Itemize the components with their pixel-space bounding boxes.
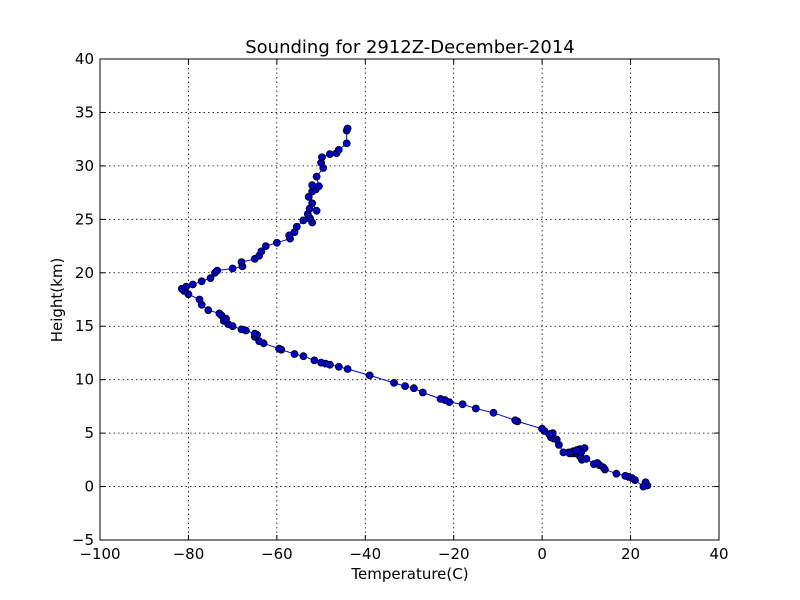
x-tick-label: −60 xyxy=(261,545,293,563)
y-tick-label: 15 xyxy=(75,317,94,335)
x-tick-label: −40 xyxy=(349,545,381,563)
data-point xyxy=(257,247,266,256)
data-point xyxy=(312,172,321,181)
y-tick-label: 20 xyxy=(75,264,94,282)
y-tick-label: 10 xyxy=(75,371,94,389)
data-point xyxy=(206,274,215,283)
data-point xyxy=(436,394,445,403)
y-axis-title: Height(km) xyxy=(48,258,66,343)
data-point xyxy=(511,416,520,425)
data-point xyxy=(318,153,326,162)
data-point xyxy=(409,384,418,393)
data-point xyxy=(237,258,246,267)
data-point xyxy=(290,350,299,358)
data-point xyxy=(299,216,308,225)
data-point xyxy=(559,448,568,457)
data-point xyxy=(489,408,498,417)
plot-frame xyxy=(99,58,720,541)
data-point xyxy=(215,309,224,318)
x-tick-label: −80 xyxy=(173,545,205,563)
x-tick-label: −100 xyxy=(79,545,120,563)
data-point xyxy=(639,482,648,491)
y-tick-label: 25 xyxy=(75,210,94,228)
y-tick-label: −5 xyxy=(72,531,94,549)
data-point xyxy=(188,280,197,289)
x-axis-title: Temperature(C) xyxy=(350,565,468,583)
y-tick-label: 40 xyxy=(75,50,94,68)
data-point xyxy=(275,344,284,353)
data-layer xyxy=(177,124,652,491)
data-point xyxy=(471,404,480,413)
data-point xyxy=(325,150,334,159)
data-point xyxy=(197,277,206,286)
data-point xyxy=(195,295,204,304)
data-point xyxy=(182,282,191,291)
data-point xyxy=(213,266,222,275)
data-point xyxy=(612,469,621,478)
x-tick-label: 20 xyxy=(621,545,640,563)
data-point xyxy=(261,242,270,251)
data-point xyxy=(365,371,374,380)
data-point xyxy=(334,145,343,154)
data-point xyxy=(312,206,321,215)
y-tick-label: 5 xyxy=(84,424,94,442)
data-point xyxy=(590,460,598,469)
data-point xyxy=(237,325,246,334)
data-point xyxy=(390,378,398,387)
chart-title: Sounding for 2912Z-December-2014 xyxy=(245,37,575,58)
data-point xyxy=(572,446,581,455)
x-tick-label: 0 xyxy=(537,545,547,563)
data-point xyxy=(621,471,630,480)
data-point xyxy=(314,182,323,191)
tick-layer: −100 −80 −60 −40 −20 0 20 40 −5 0 5 10 15 20 25 30 35 40 xyxy=(72,50,729,563)
data-point xyxy=(401,382,410,391)
data-point xyxy=(250,329,259,338)
data-point xyxy=(458,400,467,409)
y-tick-label: 35 xyxy=(75,103,94,121)
data-point xyxy=(308,199,317,208)
grid-layer xyxy=(100,59,719,540)
data-point xyxy=(308,181,317,190)
data-point xyxy=(228,264,237,273)
y-tick-label: 30 xyxy=(75,157,94,175)
data-point xyxy=(317,358,326,367)
data-point xyxy=(304,192,313,201)
data-point xyxy=(299,352,308,361)
x-tick-label: 40 xyxy=(709,545,728,563)
data-point xyxy=(310,356,319,365)
data-point xyxy=(334,362,343,371)
x-tick-label: −20 xyxy=(438,545,470,563)
data-point xyxy=(343,124,352,133)
data-point xyxy=(342,139,351,148)
data-point xyxy=(418,388,427,397)
data-point xyxy=(292,222,301,231)
data-point xyxy=(204,306,213,315)
y-tick-label: 0 xyxy=(84,478,94,496)
data-point xyxy=(272,238,281,247)
data-point xyxy=(538,424,546,433)
data-point xyxy=(343,365,352,373)
